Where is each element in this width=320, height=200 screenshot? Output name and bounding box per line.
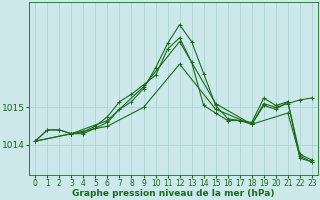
X-axis label: Graphe pression niveau de la mer (hPa): Graphe pression niveau de la mer (hPa)	[72, 189, 275, 198]
